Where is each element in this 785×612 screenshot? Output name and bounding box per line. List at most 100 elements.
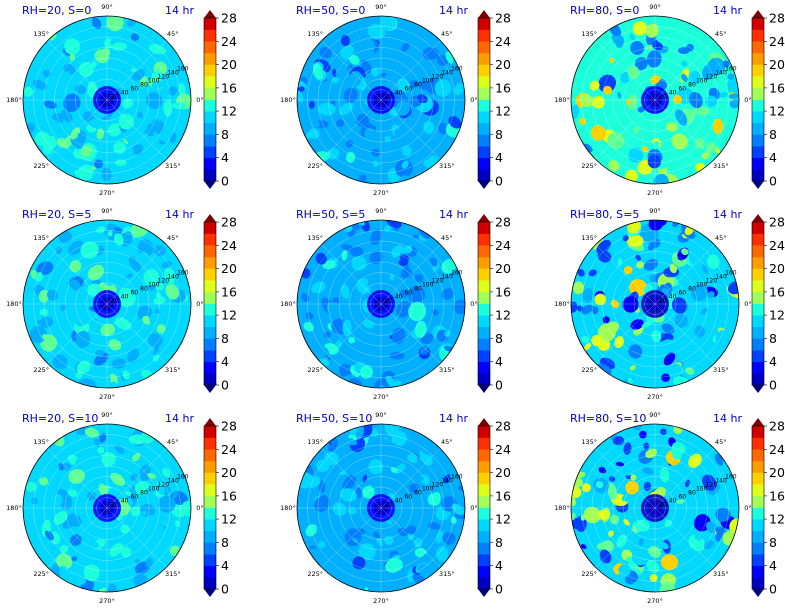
heatmap-cell [649, 573, 658, 582]
heatmap-cell [305, 132, 313, 139]
heatmap-cell [413, 538, 423, 548]
heatmap-cell [647, 154, 662, 169]
angular-tick-label: 45° [715, 30, 727, 38]
colorbar-band [204, 222, 216, 234]
heatmap-cell [625, 480, 639, 495]
colorbar-band [478, 52, 490, 65]
colorbar-band [478, 18, 490, 30]
angular-tick-label: 90° [375, 411, 387, 419]
heatmap-cell [688, 70, 701, 85]
angular-gridline [595, 99, 656, 160]
heatmap-cell [408, 31, 424, 47]
heatmap-cell [438, 467, 450, 477]
angular-gridline [321, 507, 382, 568]
heatmap-cell [75, 576, 87, 585]
angular-tick-label: 0° [744, 300, 751, 308]
heatmap-cell [158, 495, 176, 513]
angular-gridline [654, 507, 715, 568]
colorbar-tick-label: 16 [769, 80, 785, 95]
colorbar-extend-min [752, 385, 764, 393]
colorbar-band [204, 291, 216, 304]
heatmap-cell [404, 245, 413, 254]
angular-tick-label: 315° [165, 570, 181, 578]
colorbar-tick-label: 28 [221, 215, 237, 230]
heatmap-cell [120, 75, 131, 84]
heatmap-cell [325, 354, 332, 360]
colorbar-tick-label: 16 [221, 80, 237, 95]
colorbar-tick-label: 28 [495, 11, 511, 26]
heatmap-cell [111, 42, 127, 51]
heatmap-cell [608, 530, 614, 537]
heatmap-cell [340, 35, 350, 47]
heatmap-cell [664, 519, 672, 528]
panel-title: RH=80, S=0 [570, 4, 640, 17]
heatmap-cell [163, 100, 173, 117]
panel-title: RH=50, S=0 [296, 4, 366, 17]
angular-gridline [321, 244, 382, 305]
heatmap-cell [305, 312, 314, 320]
heatmap-cell [61, 109, 73, 123]
panel-title: RH=20, S=0 [22, 4, 92, 17]
heatmap-cell [727, 280, 739, 295]
radial-tick-label: 100 [422, 78, 434, 85]
angular-tick-label: 180° [280, 300, 296, 308]
heatmap-cell [454, 82, 464, 96]
colorbar-tick-label: 0 [769, 582, 777, 597]
heatmap-cell [73, 440, 79, 448]
heatmap-cell [358, 543, 376, 561]
heatmap-cell [121, 98, 134, 109]
radial-tick-label: 60 [130, 86, 138, 93]
radial-tick-label: 20 [385, 94, 393, 101]
radial-tick-label: 80 [414, 82, 422, 89]
angular-gridline [380, 303, 441, 364]
angular-gridline [47, 99, 108, 160]
colorbar-band [478, 350, 490, 362]
heatmap-cell [120, 34, 131, 44]
heatmap-cell [147, 333, 163, 348]
heatmap-cell [352, 537, 359, 544]
heatmap-cell [77, 164, 94, 181]
heatmap-cell [397, 78, 411, 92]
radial-tick-label: 40 [395, 294, 403, 301]
angular-tick-label: 270° [373, 393, 389, 401]
heatmap-cell [98, 483, 108, 497]
colorbar-band [478, 245, 490, 258]
heatmap-cell [368, 581, 387, 592]
colorbar-band [752, 542, 764, 555]
colorbar-extend-max [204, 214, 216, 222]
heatmap-cell [311, 281, 326, 294]
heatmap-cell [419, 346, 429, 355]
angular-tick-label: 225° [33, 570, 49, 578]
radial-tick-label: 120 [706, 482, 718, 489]
panel-time-label: 14 hr [165, 208, 194, 221]
colorbar-tick-label: 16 [769, 284, 785, 299]
heatmap-cell [408, 258, 422, 275]
heatmap-cell [151, 70, 163, 78]
heatmap-cell [628, 147, 644, 163]
angular-gridline [47, 303, 108, 364]
radial-tick-label: 20 [111, 298, 119, 305]
heatmap-cell [356, 278, 372, 294]
heatmap-cell [387, 47, 394, 57]
heatmap-cell [172, 491, 178, 499]
colorbar-tick-label: 24 [769, 238, 785, 253]
colorbar-band [752, 245, 764, 258]
heatmap-cell [607, 482, 617, 501]
heatmap-cell [68, 489, 78, 498]
colorbar: 0 4 8 12 16 20 24 28 [203, 10, 237, 189]
heatmap-cell [345, 518, 357, 527]
colorbar-band [752, 437, 764, 450]
colorbar-band [478, 315, 490, 327]
angular-tick-label: 270° [647, 189, 663, 197]
colorbar-band [752, 326, 764, 339]
colorbar-band [478, 373, 490, 386]
heatmap-cell [376, 436, 387, 445]
heatmap-cell [626, 99, 632, 105]
heatmap-cell [597, 509, 610, 520]
heatmap-cell [137, 111, 143, 119]
colorbar-extend-min [478, 181, 490, 189]
colorbar-band [478, 507, 490, 520]
heatmap-cell [340, 45, 354, 60]
colorbar-tick-label: 12 [495, 512, 511, 527]
panel-title: RH=50, S=10 [296, 412, 373, 425]
